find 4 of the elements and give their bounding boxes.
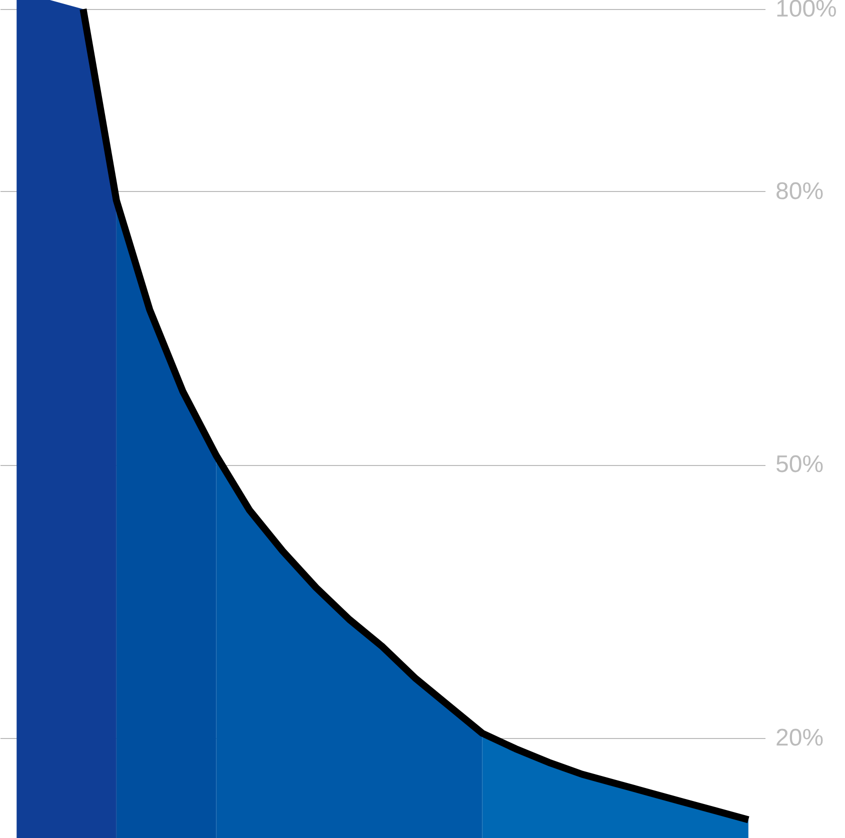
y-tick-label: 80% (776, 178, 824, 205)
y-tick-label: 50% (776, 451, 824, 478)
y-tick-label: 100% (776, 0, 837, 23)
y-tick-label: 20% (776, 724, 824, 752)
